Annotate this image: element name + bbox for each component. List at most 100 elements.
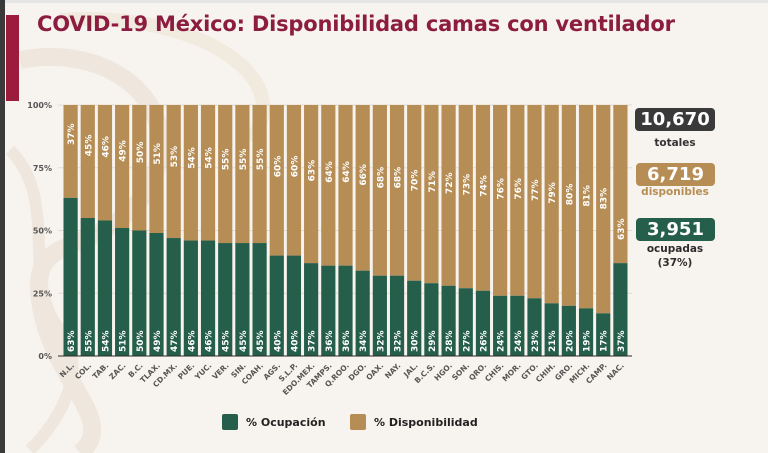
total-beds-label: totales [654, 137, 696, 149]
bar-disponibilidad [132, 105, 147, 231]
y-tick-label: 0% [38, 352, 52, 361]
bar-disponibilidad [613, 105, 628, 264]
data-label-ocupacion: 17% [600, 330, 610, 352]
data-label-ocupacion: 26% [479, 330, 489, 352]
bar-disponibilidad [389, 105, 405, 276]
data-label-ocupacion: 63% [67, 330, 77, 352]
data-label-disponibilidad: 66% [359, 164, 369, 186]
data-label-ocupacion: 40% [273, 330, 283, 352]
bar-ocupacion [218, 243, 233, 356]
data-label-disponibilidad: 37% [67, 123, 77, 145]
data-label-disponibilidad: 70% [411, 170, 421, 192]
page-title: COVID-19 México: Disponibilidad camas co… [37, 12, 675, 36]
data-label-disponibilidad: 50% [136, 142, 146, 164]
data-label-disponibilidad: 60% [273, 156, 283, 178]
data-label-ocupacion: 50% [136, 330, 146, 352]
bar-disponibilidad [97, 105, 113, 221]
bar-disponibilidad [441, 105, 456, 286]
legend-swatch-ocupacion [222, 414, 238, 430]
bar-ocupacion [596, 313, 611, 356]
bar-disponibilidad [458, 105, 473, 289]
data-label-ocupacion: 55% [84, 330, 94, 352]
data-label-disponibilidad: 46% [101, 136, 111, 158]
bar-ocupacion [458, 288, 473, 356]
data-label-ocupacion: 27% [462, 330, 472, 352]
bar-ocupacion [475, 290, 491, 356]
x-tick-label: VER. [210, 361, 230, 381]
bar-disponibilidad [183, 105, 198, 241]
x-tick-label: PUE. [176, 361, 196, 381]
data-label-disponibilidad: 68% [394, 167, 404, 189]
bar-disponibilidad [527, 105, 542, 299]
data-label-ocupacion: 19% [583, 330, 593, 352]
data-label-ocupacion: 28% [445, 330, 455, 352]
data-label-ocupacion: 20% [565, 330, 575, 352]
occupied-beds-badge: 3,951 [636, 218, 715, 241]
data-label-disponibilidad: 79% [548, 182, 558, 204]
bar-ocupacion [441, 285, 456, 356]
data-label-ocupacion: 24% [497, 330, 507, 352]
data-label-ocupacion: 46% [187, 330, 197, 352]
x-tick-label: YUC. [192, 361, 213, 382]
data-label-disponibilidad: 54% [205, 147, 215, 169]
data-label-disponibilidad: 49% [119, 140, 129, 162]
data-label-ocupacion: 47% [170, 330, 180, 352]
data-label-disponibilidad: 74% [479, 175, 489, 197]
data-label-ocupacion: 32% [394, 330, 404, 352]
available-beds-badge: 6,719 [636, 163, 715, 186]
bar-disponibilidad [372, 105, 387, 276]
data-label-ocupacion: 30% [411, 330, 421, 352]
data-label-disponibilidad: 80% [565, 184, 575, 206]
bar-ocupacion [183, 240, 198, 356]
bar-disponibilidad [252, 105, 267, 244]
bar-ocupacion [63, 197, 78, 356]
bar-ocupacion [355, 270, 370, 356]
bar-ocupacion [338, 265, 353, 356]
data-label-disponibilidad: 55% [222, 149, 232, 171]
data-label-disponibilidad: 72% [445, 172, 455, 194]
data-label-disponibilidad: 76% [514, 178, 524, 200]
occupied-beds-percent: (37%) [657, 257, 693, 269]
data-label-ocupacion: 36% [342, 330, 352, 352]
data-label-ocupacion: 45% [256, 330, 266, 352]
x-tick-label: CHIH. [534, 361, 557, 384]
data-label-ocupacion: 40% [290, 330, 300, 352]
data-label-disponibilidad: 76% [497, 178, 507, 200]
bar-disponibilidad [166, 105, 181, 239]
data-label-ocupacion: 45% [239, 330, 249, 352]
legend-item-ocupacion: % Ocupación [222, 414, 326, 430]
bar-disponibilidad [338, 105, 353, 266]
data-label-ocupacion: 23% [531, 330, 541, 352]
bar-ocupacion [235, 243, 250, 356]
data-label-disponibilidad: 63% [617, 218, 627, 240]
data-label-disponibilidad: 51% [153, 143, 163, 165]
data-label-ocupacion: 49% [153, 330, 163, 352]
bar-disponibilidad [578, 105, 594, 309]
data-label-ocupacion: 37% [617, 330, 627, 352]
bar-ocupacion [97, 220, 113, 356]
x-tick-label: DGO. [347, 361, 369, 383]
bar-disponibilidad [218, 105, 233, 244]
x-tick-label: NAC. [605, 361, 626, 382]
data-label-disponibilidad: 81% [583, 185, 593, 207]
bar-ocupacion [269, 255, 284, 356]
bar-disponibilidad [115, 105, 130, 228]
data-label-disponibilidad: 55% [256, 149, 266, 171]
data-label-ocupacion: 54% [101, 330, 111, 352]
bar-ocupacion [389, 275, 405, 356]
bar-disponibilidad [510, 105, 525, 296]
data-label-ocupacion: 51% [119, 330, 129, 352]
legend-label-ocupacion: % Ocupación [246, 415, 326, 429]
bar-disponibilidad [493, 105, 508, 296]
bar-ocupacion [544, 303, 559, 356]
bar-ocupacion [561, 305, 576, 356]
x-tick-label: ZAC. [107, 361, 127, 381]
bar-ocupacion [200, 240, 216, 356]
x-axis-ticks: N.L.COL.TAB.ZAC.B.C.TLAX.CD.MX.PUE.YUC.V… [58, 361, 626, 397]
window-top-border [0, 0, 768, 3]
x-tick-label: MOR. [500, 361, 522, 383]
data-label-ocupacion: 36% [325, 330, 335, 352]
bar-ocupacion [578, 308, 594, 356]
total-beds-badge: 10,670 [635, 108, 715, 131]
